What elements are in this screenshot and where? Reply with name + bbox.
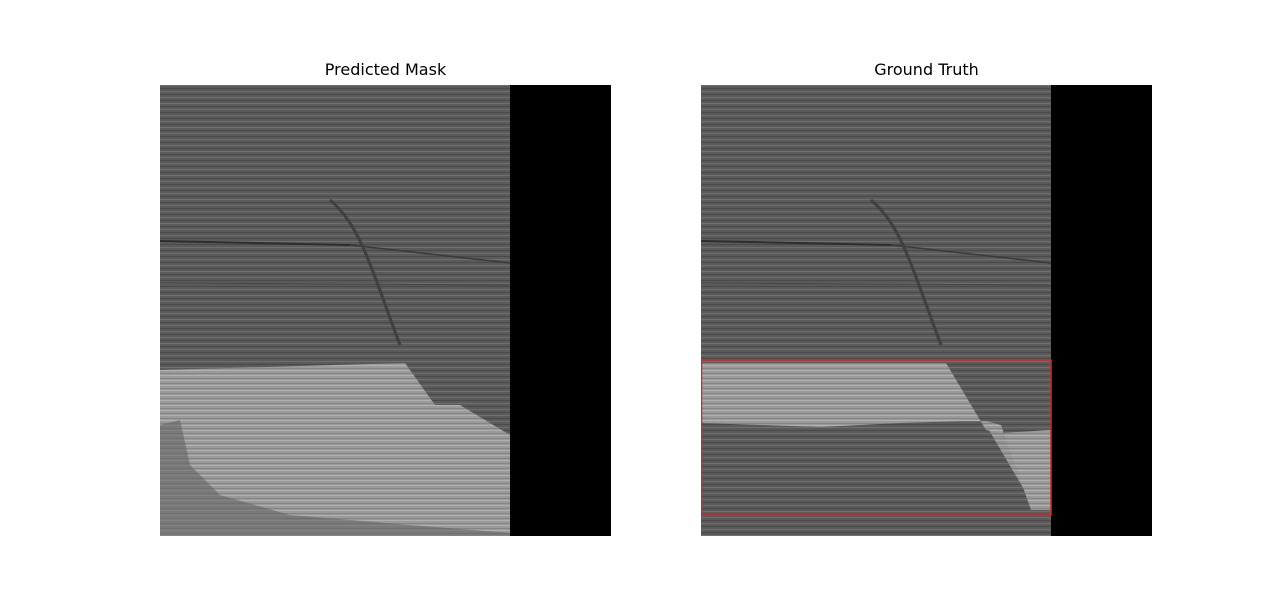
- padding-region: [510, 85, 611, 536]
- ground-truth-title: Ground Truth: [874, 60, 979, 79]
- predicted-mask-title: Predicted Mask: [324, 60, 447, 79]
- ground-truth-mask-region: [701, 363, 1051, 510]
- predicted-mask-image: [160, 85, 611, 536]
- padding-region: [1051, 85, 1152, 536]
- predicted-mask-region: [160, 363, 510, 536]
- seismic-section: [701, 85, 1051, 536]
- ground-truth-bounding-box: [701, 359, 1052, 516]
- ground-truth-image: [701, 85, 1152, 536]
